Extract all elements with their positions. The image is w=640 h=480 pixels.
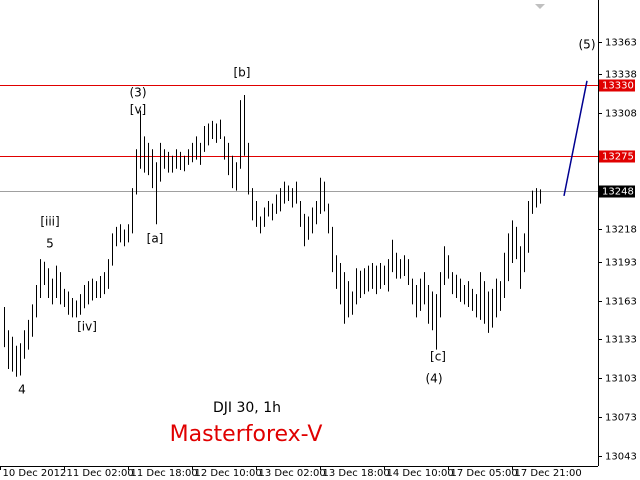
price-label-box	[599, 79, 635, 92]
x-tick-label: 14 Dec 10:00	[387, 468, 454, 479]
chart-shift-marker	[535, 4, 545, 9]
wave-label: [c]	[430, 350, 446, 364]
forecast-line	[563, 80, 588, 196]
x-tick-label: 11 Dec 18:00	[131, 468, 198, 479]
x-tick-label: 13 Dec 02:00	[259, 468, 326, 479]
y-tick-label: 13103	[605, 374, 637, 385]
wave-label: [iv]	[77, 320, 97, 334]
y-tick-label: 13218	[605, 225, 637, 236]
price-label: 13248	[602, 187, 634, 198]
y-tick-label: 13133	[605, 335, 637, 346]
x-tick-label: 10 Dec 2012	[3, 468, 67, 479]
price-label: 13330	[602, 81, 634, 92]
y-tick-label: 13308	[605, 109, 637, 120]
y-tick-label: 13193	[605, 258, 637, 269]
wave-label: [a]	[147, 232, 164, 246]
y-tick-label: 13073	[605, 413, 637, 424]
wave-label: 4	[18, 383, 26, 397]
y-tick-label: 13163	[605, 297, 637, 308]
x-tick-label: 12 Dec 10:00	[195, 468, 262, 479]
wave-label: (4)	[426, 372, 443, 386]
price-label-box	[599, 150, 635, 163]
wave-label: [b]	[234, 66, 251, 80]
y-tick-label: 13043	[605, 452, 637, 463]
wave-label: (3)	[130, 86, 147, 100]
y-tick-label: 13338	[605, 70, 637, 81]
price-label-box	[599, 185, 635, 198]
x-tick-label: 13 Dec 18:00	[323, 468, 390, 479]
x-tick-label: 11 Dec 02:00	[67, 468, 134, 479]
wave-label: [iii]	[40, 215, 59, 229]
y-tick-label: 13363	[605, 38, 637, 49]
x-tick-label: 17 Dec 21:00	[515, 468, 582, 479]
price-label: 13275	[602, 152, 634, 163]
chart-subtitle: Masterforex-V	[170, 422, 323, 447]
wave-label: [v]	[130, 103, 146, 117]
wave-label: 5	[46, 237, 54, 251]
x-tick-label: 17 Dec 05:00	[451, 468, 518, 479]
wave-label: (5)	[579, 38, 596, 52]
chart-title: DJI 30, 1h	[213, 400, 281, 416]
